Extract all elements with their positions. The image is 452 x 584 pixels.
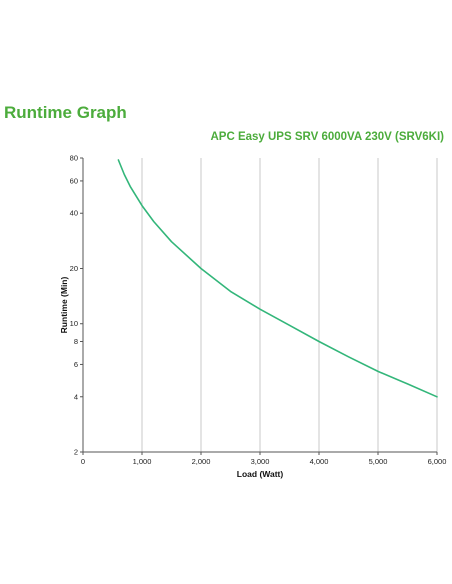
- y-tick-label: 40: [70, 209, 78, 218]
- y-tick-label: 80: [70, 154, 78, 163]
- x-axis-title: Load (Watt): [237, 469, 284, 479]
- y-tick-label: 4: [74, 392, 78, 401]
- x-tick-label: 4,000: [310, 457, 329, 466]
- x-tick-label: 1,000: [133, 457, 152, 466]
- x-tick-label: 3,000: [251, 457, 270, 466]
- y-tick-label: 6: [74, 360, 78, 369]
- y-tick-label: 8: [74, 337, 78, 346]
- y-tick-label: 2: [74, 448, 78, 457]
- x-tick-label: 6,000: [428, 457, 447, 466]
- runtime-curve: [117, 159, 438, 398]
- y-tick-label: 60: [70, 176, 78, 185]
- x-tick-label: 2,000: [192, 457, 211, 466]
- y-tick-label: 20: [70, 264, 78, 273]
- chart-title: Runtime Graph: [4, 103, 127, 122]
- y-tick-label: 10: [70, 319, 78, 328]
- y-axis-title: Runtime (Min): [59, 277, 69, 334]
- chart-subtitle: APC Easy UPS SRV 6000VA 230V (SRV6KI): [210, 131, 444, 143]
- x-tick-label: 5,000: [369, 457, 388, 466]
- x-tick-label: 0: [81, 457, 85, 466]
